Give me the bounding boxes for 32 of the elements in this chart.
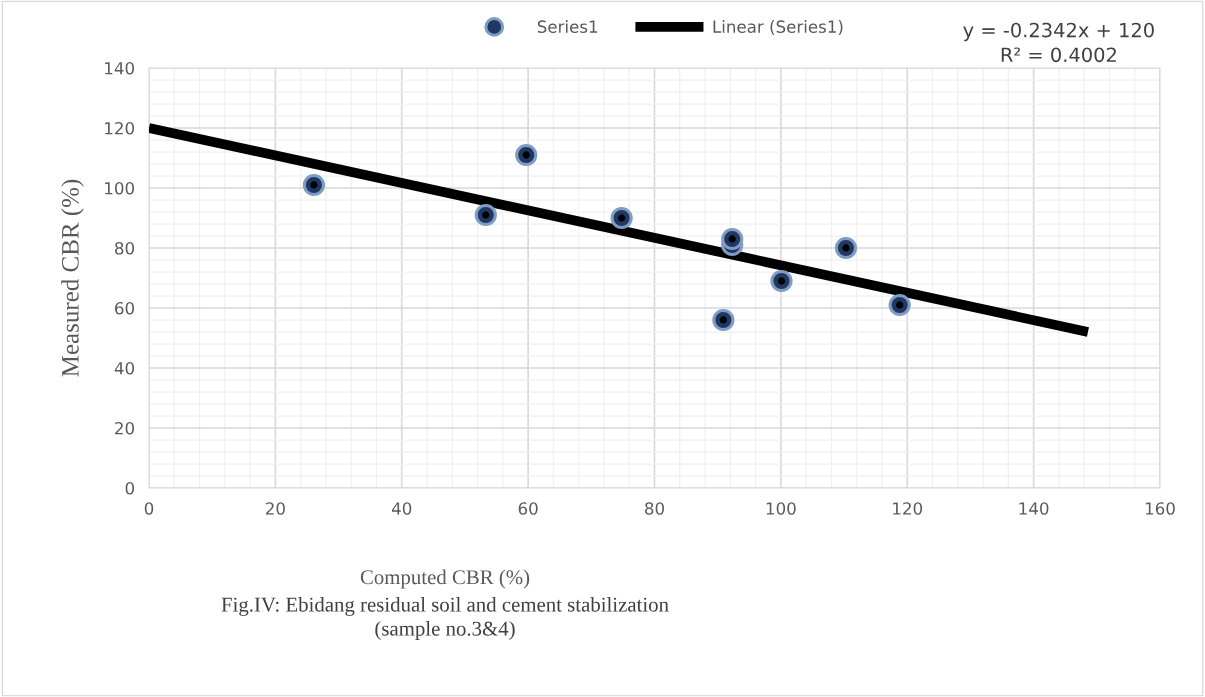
legend-label: Series1 bbox=[537, 20, 598, 33]
x-tick-label: 160 bbox=[1145, 502, 1175, 515]
point bbox=[515, 143, 538, 167]
point bbox=[712, 308, 735, 332]
y-tick-label: 60 bbox=[115, 301, 134, 315]
point bbox=[302, 173, 326, 197]
y-tick-label: 40 bbox=[114, 361, 134, 375]
y-tick-label: 20 bbox=[115, 421, 134, 435]
point bbox=[770, 269, 793, 293]
y-axis-title: Measured CBR (%) bbox=[61, 179, 84, 377]
x-tick-label: 20 bbox=[265, 502, 285, 515]
text: Fig.IV: Ebidang residual soil and cement stabilization (sample no.3&4) bbox=[221, 597, 669, 640]
point bbox=[474, 203, 497, 227]
x-tick-label: 40 bbox=[391, 502, 412, 515]
y-tick-label: 80 bbox=[115, 241, 134, 255]
point bbox=[721, 227, 744, 251]
point bbox=[834, 236, 858, 260]
x-tick-label: 0 bbox=[144, 502, 154, 515]
y-tick-label: 100 bbox=[105, 181, 134, 195]
y-tick-label: 0 bbox=[125, 481, 134, 495]
legend-label: Linear (Series1) bbox=[713, 20, 843, 35]
point bbox=[888, 293, 911, 317]
x-tick-label: 80 bbox=[645, 502, 664, 515]
text: y = -0.2342x + 120 R² = 0.4002 bbox=[963, 22, 1154, 63]
point bbox=[610, 206, 633, 230]
x-tick-label: 120 bbox=[893, 502, 923, 515]
x-tick-label: 60 bbox=[518, 502, 538, 515]
x-tick-label: 140 bbox=[1019, 502, 1049, 515]
y-tick-label: 120 bbox=[105, 121, 134, 135]
y-tick-label: 140 bbox=[105, 61, 134, 75]
x-tick-label: 100 bbox=[766, 502, 796, 515]
x-axis-title: Computed CBR (%) bbox=[360, 569, 530, 589]
